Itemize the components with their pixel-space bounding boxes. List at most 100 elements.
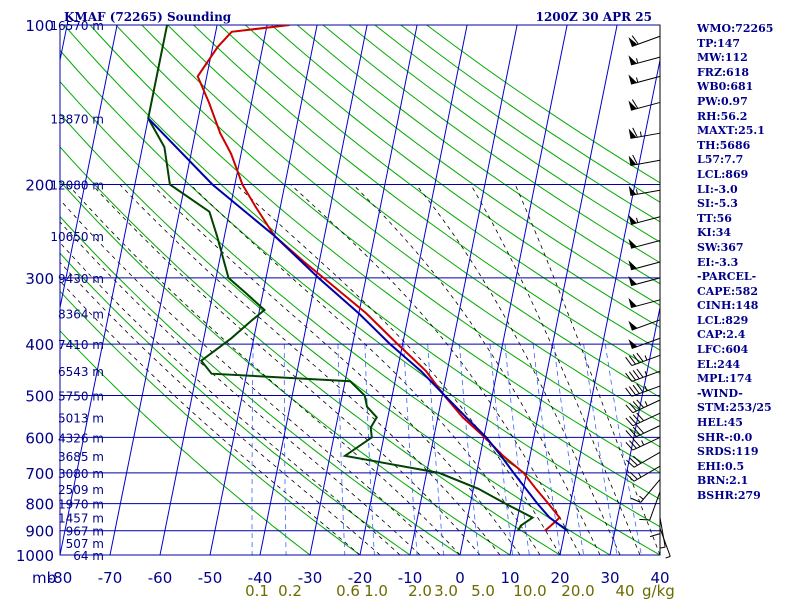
sounding-traces <box>147 25 568 532</box>
wind-barb-half-flag <box>660 546 666 549</box>
wind-barb-staff <box>632 436 661 451</box>
moist-adiabat <box>352 184 601 555</box>
sounding-index: CINH:148 <box>697 299 759 313</box>
height-tick-label: 5750 m <box>58 389 104 403</box>
mixing-ratio-tick-label: 0.1 <box>245 582 269 600</box>
height-tick-label: 8364 m <box>58 307 104 321</box>
wind-barb-pennant <box>628 214 637 225</box>
temperature-tick-label: -50 <box>198 569 223 587</box>
pressure-tick-label: 900 <box>25 523 54 541</box>
sounding-index: WMO:72265 <box>697 22 774 35</box>
dry-adiabat <box>270 25 660 306</box>
wind-barb-flag <box>631 35 639 45</box>
mixing-ratio-tick-label: 20.0 <box>561 582 594 600</box>
isotherms <box>60 25 660 555</box>
wind-barb <box>625 383 661 397</box>
mixing-ratio-tick-label: 0.2 <box>278 582 302 600</box>
height-tick-label: 12080 m <box>50 179 104 193</box>
mixing-ratio-tick-label: 40 <box>615 582 634 600</box>
sounding-index: -PARCEL- <box>697 270 757 284</box>
wind-barb-half-flag <box>639 495 644 500</box>
wind-barb-pennant <box>628 155 637 166</box>
height-tick-label: 64 m <box>73 549 104 563</box>
wind-barb <box>628 74 661 85</box>
pressure-tick-label: 700 <box>25 465 54 483</box>
wind-barb-staff <box>630 277 661 287</box>
sounding-index: SRDS:119 <box>697 445 759 459</box>
wind-barb-staff <box>632 399 661 414</box>
wind-barb-half-flag <box>644 385 648 392</box>
dry-adiabat <box>245 25 660 328</box>
wind-barb <box>625 425 661 439</box>
wind-barb <box>628 214 661 225</box>
temperature-tick-label: 40 <box>650 569 669 587</box>
wind-barb-flag <box>625 372 633 382</box>
dry-adiabat <box>60 49 660 528</box>
wind-barb-staff <box>631 385 661 397</box>
dry-adiabat <box>322 25 660 264</box>
isotherm <box>459 25 568 555</box>
sounding-index: LCL:869 <box>697 167 749 181</box>
wind-barb-flag <box>629 471 638 480</box>
dry-adiabat <box>60 215 461 555</box>
dry-adiabat <box>296 25 660 285</box>
mixing-ratio-tick-label: 0.6 <box>336 582 360 600</box>
series-temperature-line <box>196 25 561 532</box>
wind-barb-staff <box>632 412 661 427</box>
temperature-tick-label: -80 <box>48 569 73 587</box>
height-tick-label: 6543 m <box>58 365 104 379</box>
temperature-tick-label: 0 <box>455 569 465 587</box>
wind-barb-half-flag <box>639 131 642 137</box>
wind-barb-flag <box>632 384 640 394</box>
height-tick-label: 9430 m <box>58 272 104 286</box>
temperature-tick-label: -60 <box>148 569 173 587</box>
wind-barb <box>639 491 661 521</box>
sounding-indices-list: WMO:72265 TP:147 MW:112 FRZ:618 WB0:681 PW:0.… <box>697 22 773 504</box>
series-parcel-line <box>147 117 568 532</box>
height-tick-label: 4326 m <box>58 431 104 445</box>
dry-adiabat <box>115 25 660 448</box>
wind-barb-pennant <box>628 238 637 249</box>
dry-adiabat <box>219 25 660 351</box>
sounding-index: L57:7.7 <box>697 153 744 167</box>
isotherm <box>309 25 418 555</box>
wind-barb-half-flag <box>644 401 648 407</box>
wind-barb-pennant <box>628 128 637 139</box>
height-tick-label: 967 m <box>66 525 104 539</box>
wind-barb <box>659 517 666 549</box>
pressure-tick-label: 800 <box>25 496 54 514</box>
wind-barb <box>626 465 661 482</box>
pressure-tick-label: 500 <box>25 387 54 405</box>
sounding-index: LCL:829 <box>697 313 749 327</box>
height-tick-label: 5013 m <box>58 411 104 425</box>
wind-barb-flag <box>632 370 640 380</box>
wind-barb-flag <box>625 417 634 427</box>
height-tick-label: 3080 m <box>58 467 104 481</box>
mixing-ratio-tick-label: 2.0 <box>408 582 432 600</box>
wind-barb-flag <box>632 127 638 138</box>
wind-barb-staff <box>631 354 661 367</box>
temperature-tick-label: -70 <box>98 569 123 587</box>
wind-barb-pennant <box>628 339 638 349</box>
pressure-tick-label: 300 <box>25 270 54 288</box>
sounding-index: CAPE:582 <box>697 284 758 298</box>
wind-barb-half-flag <box>636 77 639 83</box>
wind-barb-pennant <box>628 55 637 65</box>
pressure-tick-label: 200 <box>25 177 54 195</box>
dry-adiabats <box>60 25 660 555</box>
wind-barb-flag <box>631 99 639 109</box>
isotherm <box>359 25 468 555</box>
wind-barb <box>628 275 661 287</box>
wind-barb-pennant <box>628 275 637 286</box>
wind-barb-flag <box>625 387 633 397</box>
wind-barb-flag <box>626 473 635 482</box>
series-dewpoint-line <box>147 25 535 532</box>
sounding-index: -WIND- <box>697 386 743 400</box>
sounding-index: STM:253/25 <box>697 401 772 415</box>
wind-barb <box>628 154 661 166</box>
moist-adiabat <box>60 199 441 555</box>
sounding-index: WB0:681 <box>697 80 754 94</box>
wind-barb-flag <box>628 386 636 396</box>
wind-barb-flag <box>625 430 634 439</box>
isotherm <box>409 25 518 555</box>
